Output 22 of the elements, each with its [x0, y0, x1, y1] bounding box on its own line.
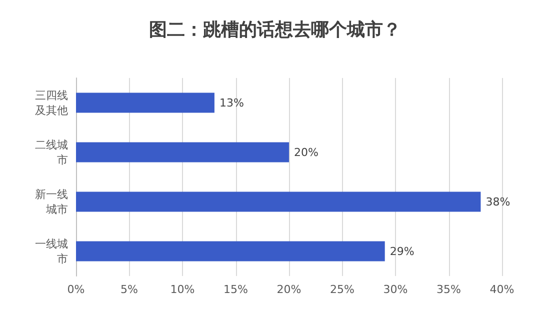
x-tick-label: 20% [276, 283, 302, 296]
y-tick-label: 三四线及其他 [35, 88, 68, 117]
data-label: 20% [294, 146, 318, 159]
x-tick-label: 30% [383, 283, 408, 296]
x-tick-label: 0% [67, 283, 85, 296]
chart-title: 图二：跳槽的话想去哪个城市？ [149, 20, 401, 40]
bar [76, 142, 289, 162]
data-label: 29% [390, 244, 414, 258]
x-tick-label: 5% [120, 283, 138, 296]
data-label: 13% [219, 96, 244, 110]
y-tick-label: 新一线城市 [35, 188, 68, 216]
x-tick-label: 35% [436, 283, 461, 296]
y-tick-label: 一线城市 [35, 237, 68, 266]
x-tick-label: 15% [224, 283, 248, 296]
bar [76, 241, 385, 262]
bar [76, 92, 214, 113]
x-tick-label: 40% [490, 283, 514, 296]
data-label: 38% [486, 195, 510, 208]
y-tick-label: 二线城市 [35, 138, 68, 166]
x-tick-label: 10% [170, 283, 195, 296]
x-tick-label: 25% [330, 283, 354, 296]
bar [76, 192, 481, 212]
